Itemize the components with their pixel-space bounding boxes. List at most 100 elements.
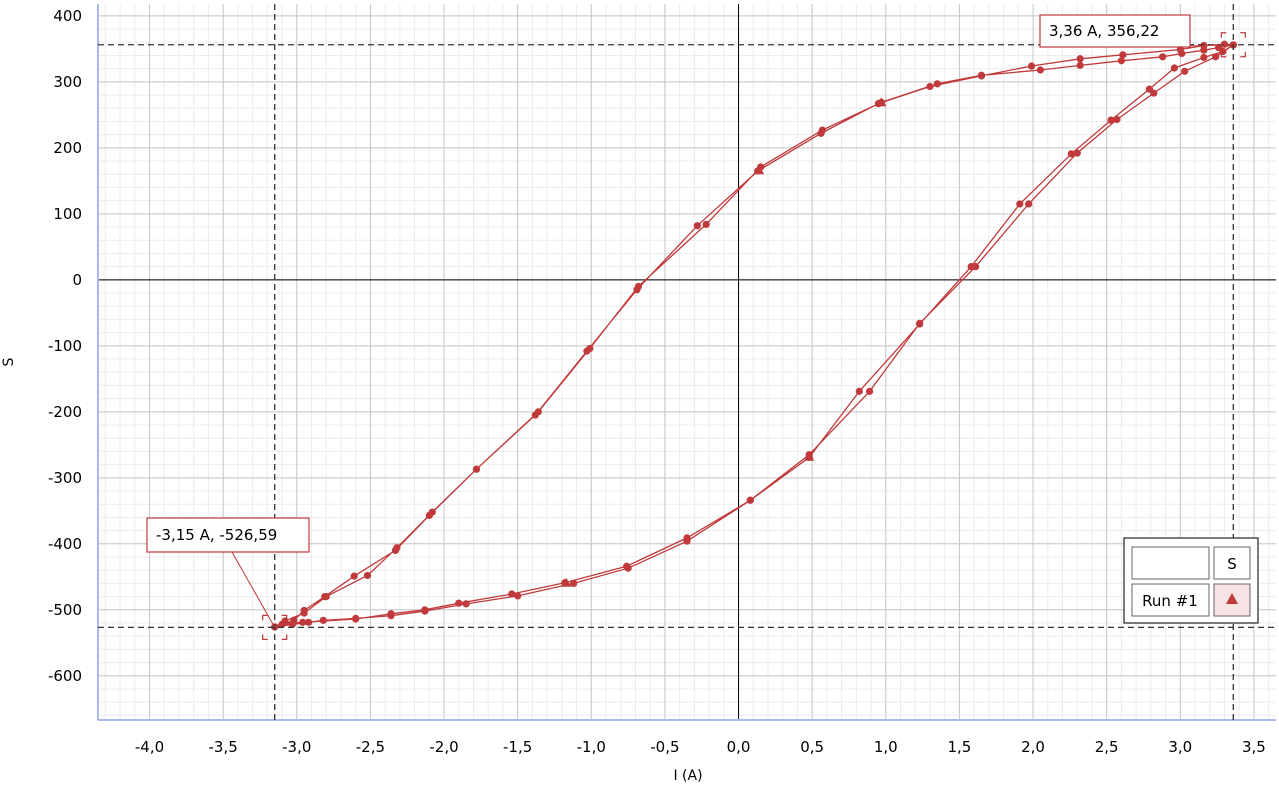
data-point <box>391 546 400 555</box>
x-tick-label: 2,5 <box>1095 738 1119 756</box>
data-point <box>1117 57 1125 65</box>
data-point <box>1181 67 1189 75</box>
x-tick-label: -1,0 <box>577 738 606 756</box>
data-point <box>1073 149 1081 157</box>
data-point <box>570 579 578 587</box>
data-point <box>693 222 701 230</box>
data-point <box>508 590 516 598</box>
x-tick-label: 1,5 <box>947 738 971 756</box>
data-point <box>1145 85 1153 93</box>
data-point <box>300 606 308 615</box>
data-point <box>1212 53 1220 61</box>
data-point-triangle <box>876 97 887 107</box>
y-tick-label: 200 <box>53 139 82 157</box>
y-tick-label: 0 <box>72 271 82 289</box>
max-point-callout: 3,36 A, 356,22 <box>1039 14 1234 48</box>
legend-header-swatch <box>1131 546 1210 580</box>
x-axis-title: I (A) <box>673 768 702 784</box>
x-tick-label: -3,5 <box>209 738 238 756</box>
data-point <box>363 571 372 580</box>
data-point <box>455 599 463 607</box>
data-point <box>352 615 360 623</box>
data-point <box>304 618 313 626</box>
data-point <box>1176 45 1184 54</box>
data-point <box>531 411 539 419</box>
legend-triangle-icon <box>1226 593 1238 604</box>
y-tick-label: 300 <box>53 73 82 91</box>
x-tick-label: 3,5 <box>1242 738 1266 756</box>
max-crosshair-handle[interactable] <box>1220 32 1246 58</box>
legend-entry-run-1[interactable]: Run #1 <box>1142 592 1198 610</box>
data-point <box>1220 40 1229 48</box>
x-tick-labels: -4,0 -3,5 -3,0 -2,5 -2,0 -1,5 -1,0 -0,5 0,0 0,5 1,… <box>135 738 1266 756</box>
data-point <box>855 387 863 395</box>
data-point <box>926 82 934 91</box>
legend[interactable]: S Run #1 <box>1123 537 1259 624</box>
legend-header-label: S <box>1227 555 1237 573</box>
data-point <box>683 534 691 542</box>
data-point <box>1219 47 1227 56</box>
data-point-triangle <box>754 165 765 175</box>
data-point-triangle <box>561 577 572 587</box>
x-tick-label: -2,5 <box>356 738 385 756</box>
data-point <box>514 592 522 600</box>
data-point <box>1076 61 1084 69</box>
y-tick-label: -300 <box>48 469 82 487</box>
x-tick-label: 2,0 <box>1021 738 1045 756</box>
data-point <box>1036 66 1044 74</box>
max-point-label: 3,36 A, 356,22 <box>1049 22 1159 40</box>
x-tick-label: 1,0 <box>874 738 898 756</box>
x-tick-label: -0,5 <box>650 738 679 756</box>
data-point <box>1016 200 1024 208</box>
zero-axes <box>98 4 1276 720</box>
data-point <box>1170 64 1178 72</box>
data-point <box>319 616 327 624</box>
series-run-1 <box>271 40 1237 631</box>
y-tick-label: 100 <box>53 205 82 223</box>
data-point <box>425 511 433 520</box>
data-point <box>472 465 481 473</box>
data-point <box>967 263 975 271</box>
x-tick-label: 3,0 <box>1168 738 1192 756</box>
min-point-label: -3,15 A, -526,59 <box>156 526 277 544</box>
x-tick-label: 0,0 <box>727 738 751 756</box>
data-point <box>633 286 641 294</box>
x-tick-label: 0,5 <box>800 738 824 756</box>
data-point <box>1067 150 1075 158</box>
x-tick-label: -1,5 <box>503 738 532 756</box>
data-point <box>583 347 591 355</box>
y-axis-title: S <box>1 357 17 366</box>
data-point <box>817 129 825 137</box>
data-point <box>977 72 986 80</box>
data-point <box>1113 115 1121 124</box>
data-point <box>746 496 754 504</box>
legend-entry-label-cell <box>1131 583 1210 617</box>
data-point <box>421 606 429 614</box>
y-tick-label: -400 <box>48 535 82 553</box>
x-tick-label: -3,0 <box>282 738 311 756</box>
data-point <box>1200 53 1208 62</box>
data-point-triangle <box>804 451 815 461</box>
data-point <box>1027 62 1036 70</box>
data-point <box>462 600 470 608</box>
data-point <box>933 80 941 88</box>
y-tick-labels: 400 300 200 100 0 -100 -200 -300 -400 -500 -600 <box>48 7 82 685</box>
y-tick-label: -100 <box>48 337 82 355</box>
data-point <box>865 387 874 395</box>
data-point <box>387 610 395 618</box>
y-tick-label: -500 <box>48 601 82 619</box>
min-crosshair-handle[interactable] <box>262 614 288 640</box>
data-point <box>350 572 358 580</box>
data-point <box>1159 53 1167 61</box>
data-point <box>299 618 307 626</box>
data-point <box>623 562 631 570</box>
data-point <box>278 620 286 628</box>
data-point <box>290 616 298 624</box>
y-tick-label: -600 <box>48 667 82 685</box>
x-tick-label: -2,0 <box>429 738 458 756</box>
y-tick-label: 400 <box>53 7 82 25</box>
data-point <box>321 592 329 601</box>
x-tick-label: -4,0 <box>135 738 164 756</box>
data-point <box>1025 200 1033 208</box>
